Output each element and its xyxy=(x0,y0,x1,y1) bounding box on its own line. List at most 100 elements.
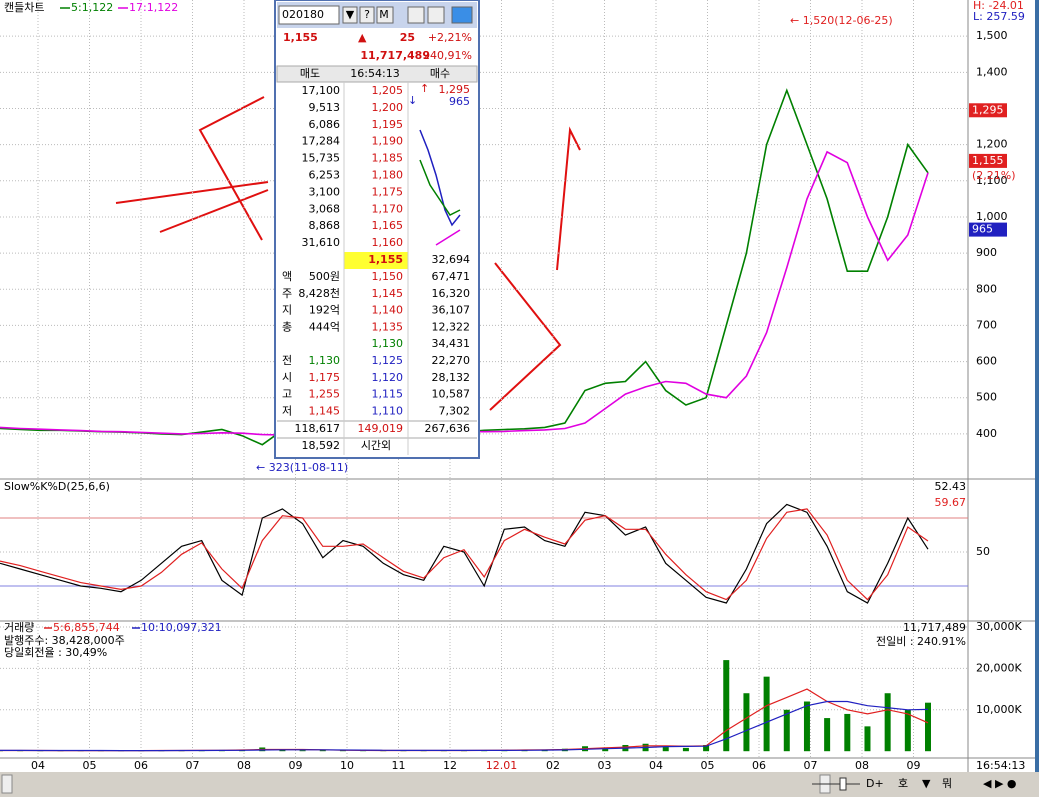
volume-bar xyxy=(904,709,911,752)
x-tick-label: 04 xyxy=(649,759,663,772)
bid-qty: 36,107 xyxy=(432,304,471,317)
ask-price: 1,200 xyxy=(372,101,404,114)
m-button[interactable] xyxy=(376,6,394,24)
info-key: 시 xyxy=(282,371,292,384)
time-label: 16:54:13 xyxy=(976,759,1025,772)
v-resize-button[interactable] xyxy=(427,6,445,24)
x-tick-label: 12.01 xyxy=(486,759,518,772)
help-icon: ? xyxy=(364,8,370,21)
volume-bar xyxy=(299,750,306,752)
help-button[interactable] xyxy=(359,6,375,24)
stock-code[interactable]: 020180 xyxy=(282,8,324,21)
info-value: 1,145 xyxy=(309,404,341,417)
info-value: 1,255 xyxy=(309,388,341,401)
ask-qty: 31,610 xyxy=(302,236,341,249)
go-button[interactable] xyxy=(451,6,473,24)
bid-price: 1,125 xyxy=(372,354,404,367)
ask-price: 1,185 xyxy=(372,152,404,165)
ask-qty: 15,735 xyxy=(302,152,341,165)
volume-bar xyxy=(844,713,851,752)
low-arrow: ↓ xyxy=(408,94,417,107)
toolbar-button[interactable]: 호 xyxy=(898,777,908,790)
info-value: 8,428천 xyxy=(298,286,340,300)
volume-bar xyxy=(662,747,669,752)
x-tick-label: 06 xyxy=(134,759,148,772)
h-label: H: -24.01 xyxy=(973,0,1024,12)
info-key: 주 xyxy=(282,287,292,300)
scroll-left[interactable] xyxy=(1,774,13,794)
price-tag-label: 1,155 xyxy=(972,154,1004,167)
volume-bar xyxy=(319,750,326,752)
total-ask: 118,617 xyxy=(295,422,341,435)
bid-price: 1,135 xyxy=(372,320,404,333)
y-tick-label: 10,000K xyxy=(976,703,1022,716)
nav-icons[interactable]: ◀ ▶ ● xyxy=(983,777,1017,790)
annotation-line xyxy=(489,262,562,411)
info-key: 고 xyxy=(282,388,292,401)
ask-qty: 17,284 xyxy=(302,135,341,148)
low-annotation: ← 323(11-08-11) xyxy=(256,461,348,474)
ask-qty: 17,100 xyxy=(302,84,341,97)
volume-bar xyxy=(763,676,770,752)
ask-qty: 6,086 xyxy=(309,118,341,131)
volume-bar xyxy=(682,747,689,752)
toolbar-button[interactable]: 뭐 xyxy=(942,777,952,790)
ask-qty: 9,513 xyxy=(309,101,341,114)
stoch-last-k: 52.43 xyxy=(935,480,967,493)
y-tick-label: 20,000K xyxy=(976,661,1022,674)
ask-price: 1,165 xyxy=(372,219,404,232)
legend-label: 5:6,855,744 xyxy=(53,621,120,634)
y-tick-label: 1,200 xyxy=(976,138,1008,151)
series-line xyxy=(0,700,929,752)
x-tick-label: 05 xyxy=(701,759,715,772)
legend-label: 17:1,122 xyxy=(129,1,178,14)
ask-price: 1,175 xyxy=(372,185,404,198)
x-tick-label: 11 xyxy=(392,759,406,772)
bid-price: 1,110 xyxy=(372,404,404,417)
current-price: 1,155 xyxy=(283,31,318,44)
bid-qty: 7,302 xyxy=(439,404,471,417)
legend-label: 5:1,122 xyxy=(71,1,113,14)
after-hours-qty: 18,592 xyxy=(302,439,341,452)
info-value: 1,175 xyxy=(309,371,341,384)
volume-bar xyxy=(803,701,810,752)
ask-qty: 3,100 xyxy=(309,185,341,198)
h-resize-button[interactable] xyxy=(407,6,425,24)
ask-price: 1,160 xyxy=(372,236,404,249)
y-tick-label: 1,100 xyxy=(976,174,1008,187)
m-icon: M xyxy=(379,8,389,21)
change-tag: (2,21%) xyxy=(972,169,1016,182)
y-tick-label: 1,400 xyxy=(976,65,1008,78)
bid-qty: 16,320 xyxy=(432,287,471,300)
stoch-title: Slow%K%D(25,6,6) xyxy=(4,480,110,493)
volume-bar xyxy=(884,693,891,752)
mini-line xyxy=(419,159,461,216)
ask-qty: 3,068 xyxy=(309,202,341,215)
bid-price: 1,145 xyxy=(372,287,404,300)
x-tick-label: 10 xyxy=(340,759,354,772)
price-tag xyxy=(969,103,1007,118)
ask-qty: 6,253 xyxy=(309,169,341,182)
info-value: 444억 xyxy=(309,320,340,333)
bid-price: 1,140 xyxy=(372,304,404,317)
stoch-last-d: 59.67 xyxy=(935,496,967,509)
zoom-handle[interactable] xyxy=(839,777,847,791)
volume-ratio: 240,91% xyxy=(423,49,472,62)
window-border xyxy=(1035,0,1039,797)
toolbar-button[interactable]: D+ xyxy=(866,777,884,790)
ask-qty: 8,868 xyxy=(309,219,341,232)
x-tick-label: 07 xyxy=(186,759,200,772)
volume-bar xyxy=(925,702,931,752)
change: 25 xyxy=(400,31,415,44)
mini-line xyxy=(435,229,461,246)
x-tick-label: 04 xyxy=(31,759,45,772)
toolbar-button[interactable]: ▼ xyxy=(922,777,931,790)
code-input[interactable] xyxy=(278,5,340,25)
price-tag-label: 1,295 xyxy=(972,103,1004,116)
volume-ratio: 전일비 : 240.91% xyxy=(876,634,966,648)
info-key: 총 xyxy=(282,320,292,333)
dropdown-button[interactable] xyxy=(342,6,358,24)
